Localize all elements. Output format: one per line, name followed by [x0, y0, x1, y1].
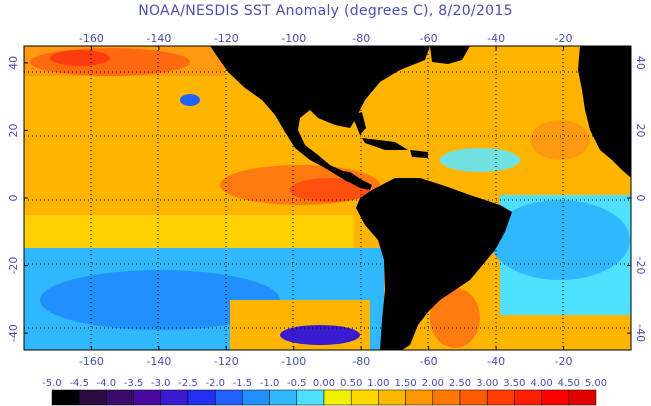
colorbar-label: 5.00: [585, 378, 607, 389]
lat-tick-label-left: 20: [7, 123, 20, 137]
colorbar-label: 4.00: [530, 378, 552, 389]
lon-tick-label-bottom: -140: [146, 355, 171, 368]
colorbar-swatch: [269, 389, 298, 406]
lon-tick-label-top: -160: [79, 32, 104, 45]
colorbar-swatch: [296, 389, 325, 406]
central-america-landmass: [335, 170, 372, 190]
colorbar-label: -4.0: [97, 378, 117, 389]
lon-tick-label-bottom: -120: [214, 355, 239, 368]
lon-tick-label-top: -20: [555, 32, 573, 45]
lat-tick-label-left: -20: [7, 257, 20, 275]
lat-tick-label-left: 40: [7, 56, 20, 70]
colorbar-label: -4.5: [69, 378, 89, 389]
colorbar-swatch: [486, 389, 515, 406]
lon-tick-label-top: -60: [420, 32, 438, 45]
colorbar-label: 1.50: [394, 378, 416, 389]
lon-tick-label-bottom: -100: [281, 355, 306, 368]
north-america-landmass: [210, 46, 430, 182]
map-title: NOAA/NESDIS SST Anomaly (degrees C), 8/2…: [138, 3, 513, 19]
lat-tick-label-left: 0: [7, 195, 20, 202]
colorbar-swatch: [133, 389, 162, 406]
colorbar-swatch: [432, 389, 461, 406]
lat-tick-label-left: -40: [7, 324, 20, 342]
cold-anomaly-region: [180, 94, 200, 106]
colorbar-swatch: [514, 389, 542, 406]
florida-landmass: [352, 112, 366, 135]
colorbar-label: -2.0: [205, 378, 225, 389]
hispaniola-island: [410, 150, 428, 158]
south-america-landmass: [356, 178, 512, 350]
colorbar-swatch: [541, 389, 570, 406]
colorbar-label: -0.5: [287, 378, 307, 389]
northeast-coast-landmass: [430, 46, 470, 64]
lat-tick-label-right: 0: [634, 195, 647, 202]
lat-tick-label-right: -40: [634, 324, 647, 342]
bottom-longitude-axis: -160 -140 -120 -100 -80 -60 -40 -20: [79, 346, 573, 368]
lat-tick-label-right: -20: [634, 257, 647, 275]
lon-tick-label-top: -40: [487, 32, 505, 45]
colorbar: -5.0 -4.5 -4.0 -3.5 -3.0 -2.5 -2.0 -1.5 -1.0 -0.5…: [42, 378, 607, 406]
colorbar-swatch: [242, 389, 270, 406]
colorbar-label: -3.5: [124, 378, 144, 389]
cold-anomaly-region: [40, 270, 280, 330]
colorbar-swatch: [405, 389, 434, 406]
left-latitude-axis: 40 20 0 -20 -40: [7, 56, 28, 342]
warm-anomaly-region: [530, 120, 590, 160]
colorbar-swatch: [51, 389, 80, 406]
iberia-landmass: [600, 46, 631, 62]
top-longitude-axis: -160 -140 -120 -100 -80 -60 -40 -20: [79, 32, 573, 50]
hot-anomaly-region: [290, 178, 370, 202]
colorbar-swatch: [459, 389, 488, 406]
colorbar-label: 1.00: [367, 378, 389, 389]
lon-tick-label-top: -140: [146, 32, 171, 45]
colorbar-label: -1.5: [233, 378, 253, 389]
colorbar-label: 3.00: [476, 378, 498, 389]
colorbar-swatch: [323, 389, 352, 406]
colorbar-label: -3.0: [151, 378, 171, 389]
lon-tick-label-top: -80: [352, 32, 370, 45]
lat-tick-label-right: 20: [634, 123, 647, 137]
colorbar-label: 4.50: [558, 378, 580, 389]
warm-anomaly-region: [430, 288, 480, 348]
cold-anomaly-region: [490, 200, 630, 280]
colorbar-label: 0.50: [340, 378, 362, 389]
colorbar-label: 2.00: [422, 378, 444, 389]
lon-tick-label-bottom: -80: [352, 355, 370, 368]
colorbar-swatch: [378, 389, 406, 406]
right-latitude-axis: 40 20 0 -20 -40: [627, 56, 647, 342]
colorbar-label: -5.0: [42, 378, 62, 389]
colorbar-swatch: [350, 389, 379, 406]
colorbar-label: 2.50: [449, 378, 471, 389]
lon-tick-label-bottom: -40: [487, 355, 505, 368]
lon-tick-label-top: -100: [281, 32, 306, 45]
colorbar-swatch: [214, 389, 243, 406]
lon-tick-label-top: -120: [214, 32, 239, 45]
colorbar-swatch: [78, 389, 107, 406]
lon-tick-label-bottom: -160: [79, 355, 104, 368]
neutral-anomaly-region: [440, 148, 520, 172]
hot-anomaly-region: [50, 50, 110, 66]
grid-lines: [24, 46, 631, 350]
colorbar-swatch: [106, 389, 134, 406]
colorbar-label: 3.50: [503, 378, 525, 389]
colorbar-label: -1.0: [260, 378, 280, 389]
cold-anomaly-region: [280, 325, 360, 345]
warm-anomaly-region: [30, 48, 190, 76]
africa-landmass: [578, 46, 631, 178]
lon-tick-label-bottom: -20: [555, 355, 573, 368]
lat-tick-label-right: 40: [634, 56, 647, 70]
colorbar-swatch: [568, 389, 597, 406]
colorbar-swatch: [187, 389, 216, 406]
colorbar-label: 0.00: [313, 378, 335, 389]
cuba-island: [362, 138, 408, 150]
colorbar-swatch: [160, 389, 189, 406]
colorbar-label: -2.5: [178, 378, 198, 389]
lon-tick-label-bottom: -60: [420, 355, 438, 368]
